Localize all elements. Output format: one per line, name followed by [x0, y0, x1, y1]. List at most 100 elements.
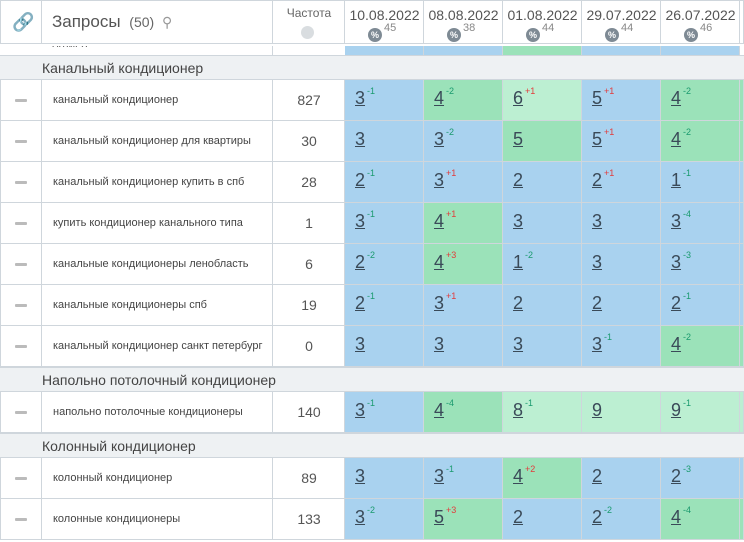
- position-cell[interactable]: 5: [503, 121, 582, 162]
- position-cell[interactable]: 1 -2: [503, 244, 582, 285]
- link-column-header[interactable]: 🔗: [0, 0, 42, 44]
- minus-icon[interactable]: [15, 181, 27, 184]
- position-value[interactable]: 6: [513, 88, 524, 108]
- minus-icon[interactable]: [15, 99, 27, 102]
- position-value[interactable]: 4: [671, 88, 682, 108]
- group-header[interactable]: Колонный кондиционер: [0, 433, 744, 458]
- row-handle[interactable]: [0, 80, 42, 121]
- position-cell[interactable]: 2 +1: [582, 162, 661, 203]
- position-cell[interactable]: 8 -1: [503, 392, 582, 433]
- position-value[interactable]: 5: [592, 88, 603, 108]
- query-column-header[interactable]: Запросы (50) ⚲: [42, 0, 273, 44]
- position-cell[interactable]: 2 -1: [345, 285, 424, 326]
- position-value[interactable]: 4: [513, 466, 524, 486]
- position-value[interactable]: 3: [434, 293, 445, 313]
- position-value[interactable]: 4: [434, 252, 445, 272]
- minus-icon[interactable]: [15, 263, 27, 266]
- date-column-header[interactable]: 01.08.2022% 44: [503, 0, 582, 44]
- position-value[interactable]: 8: [513, 400, 524, 420]
- position-cell[interactable]: 4 +3: [424, 244, 503, 285]
- position-cell[interactable]: 4 -2: [661, 121, 740, 162]
- position-cell[interactable]: 3 -1: [424, 458, 503, 499]
- position-value[interactable]: 3: [434, 466, 445, 486]
- minus-icon[interactable]: [15, 222, 27, 225]
- position-cell[interactable]: 3 +1: [424, 162, 503, 203]
- position-value[interactable]: 2: [513, 170, 524, 190]
- position-cell[interactable]: 3 +1: [424, 285, 503, 326]
- position-cell[interactable]: 3 -4: [661, 203, 740, 244]
- position-cell[interactable]: 5 +1: [582, 121, 661, 162]
- row-handle[interactable]: [0, 244, 42, 285]
- position-cell[interactable]: 3 -2: [424, 121, 503, 162]
- position-value[interactable]: 4: [434, 211, 445, 231]
- position-value[interactable]: 2: [355, 293, 366, 313]
- row-handle[interactable]: [0, 326, 42, 367]
- minus-icon[interactable]: [15, 411, 27, 414]
- position-value[interactable]: 3: [434, 170, 445, 190]
- position-value[interactable]: 4: [671, 334, 682, 354]
- minus-icon[interactable]: [15, 518, 27, 521]
- position-value[interactable]: 3: [671, 211, 682, 231]
- position-value[interactable]: 2: [592, 170, 603, 190]
- position-value[interactable]: 3: [355, 466, 366, 486]
- globe-icon[interactable]: [301, 26, 314, 39]
- date-column-header[interactable]: 10.08.2022% 45: [345, 0, 424, 44]
- position-value[interactable]: 3: [355, 211, 366, 231]
- frequency-column-header[interactable]: Частота: [273, 0, 345, 44]
- position-cell[interactable]: 4 +2: [503, 458, 582, 499]
- position-value[interactable]: 9: [671, 400, 682, 420]
- position-value[interactable]: 2: [671, 293, 682, 313]
- search-icon[interactable]: ⚲: [161, 14, 173, 30]
- position-value[interactable]: 4: [671, 129, 682, 149]
- position-cell[interactable]: 2: [503, 162, 582, 203]
- position-cell[interactable]: 3: [582, 244, 661, 285]
- position-value[interactable]: 5: [434, 507, 445, 527]
- position-cell[interactable]: 9 -1: [661, 392, 740, 433]
- position-value[interactable]: 2: [592, 507, 603, 527]
- position-cell[interactable]: 1 -1: [661, 162, 740, 203]
- position-cell[interactable]: 6 +1: [503, 80, 582, 121]
- position-value[interactable]: 3: [355, 334, 366, 354]
- position-value[interactable]: 2: [355, 170, 366, 190]
- position-value[interactable]: 3: [355, 400, 366, 420]
- position-cell[interactable]: 4 +1: [424, 203, 503, 244]
- position-cell[interactable]: 9: [582, 392, 661, 433]
- position-cell[interactable]: 3: [345, 458, 424, 499]
- position-value[interactable]: 4: [434, 400, 445, 420]
- position-cell[interactable]: 3: [345, 326, 424, 367]
- minus-icon[interactable]: [15, 304, 27, 307]
- position-value[interactable]: 4: [671, 507, 682, 527]
- position-value[interactable]: 3: [513, 334, 524, 354]
- position-cell[interactable]: 2 -3: [661, 458, 740, 499]
- minus-icon[interactable]: [15, 477, 27, 480]
- link-icon[interactable]: 🔗: [12, 12, 35, 32]
- position-cell[interactable]: 5 +3: [424, 499, 503, 540]
- position-cell[interactable]: 4 -2: [661, 326, 740, 367]
- position-value[interactable]: 2: [592, 293, 603, 313]
- position-cell[interactable]: 5 +1: [582, 80, 661, 121]
- row-handle[interactable]: [0, 458, 42, 499]
- position-value[interactable]: 5: [513, 129, 524, 149]
- date-column-header[interactable]: 08.08.2022% 38: [424, 0, 503, 44]
- position-cell[interactable]: 4 -4: [424, 392, 503, 433]
- row-handle[interactable]: [0, 162, 42, 203]
- position-value[interactable]: 1: [513, 252, 524, 272]
- position-value[interactable]: 3: [671, 252, 682, 272]
- position-cell[interactable]: 3 -2: [345, 499, 424, 540]
- position-cell[interactable]: 2 -1: [345, 162, 424, 203]
- position-value[interactable]: 3: [355, 129, 366, 149]
- position-cell[interactable]: 3 -1: [345, 80, 424, 121]
- row-handle[interactable]: [0, 285, 42, 326]
- position-cell[interactable]: 4 -4: [661, 499, 740, 540]
- position-cell[interactable]: 2: [503, 499, 582, 540]
- position-cell[interactable]: 2: [503, 285, 582, 326]
- position-cell[interactable]: 2 -1: [661, 285, 740, 326]
- position-value[interactable]: 2: [513, 293, 524, 313]
- position-cell[interactable]: 2 -2: [345, 244, 424, 285]
- position-cell[interactable]: 3: [345, 121, 424, 162]
- group-header[interactable]: Напольно потолочный кондиционер: [0, 367, 744, 392]
- minus-icon[interactable]: [15, 345, 27, 348]
- position-value[interactable]: 4: [434, 88, 445, 108]
- position-value[interactable]: 2: [671, 466, 682, 486]
- position-cell[interactable]: 3: [582, 203, 661, 244]
